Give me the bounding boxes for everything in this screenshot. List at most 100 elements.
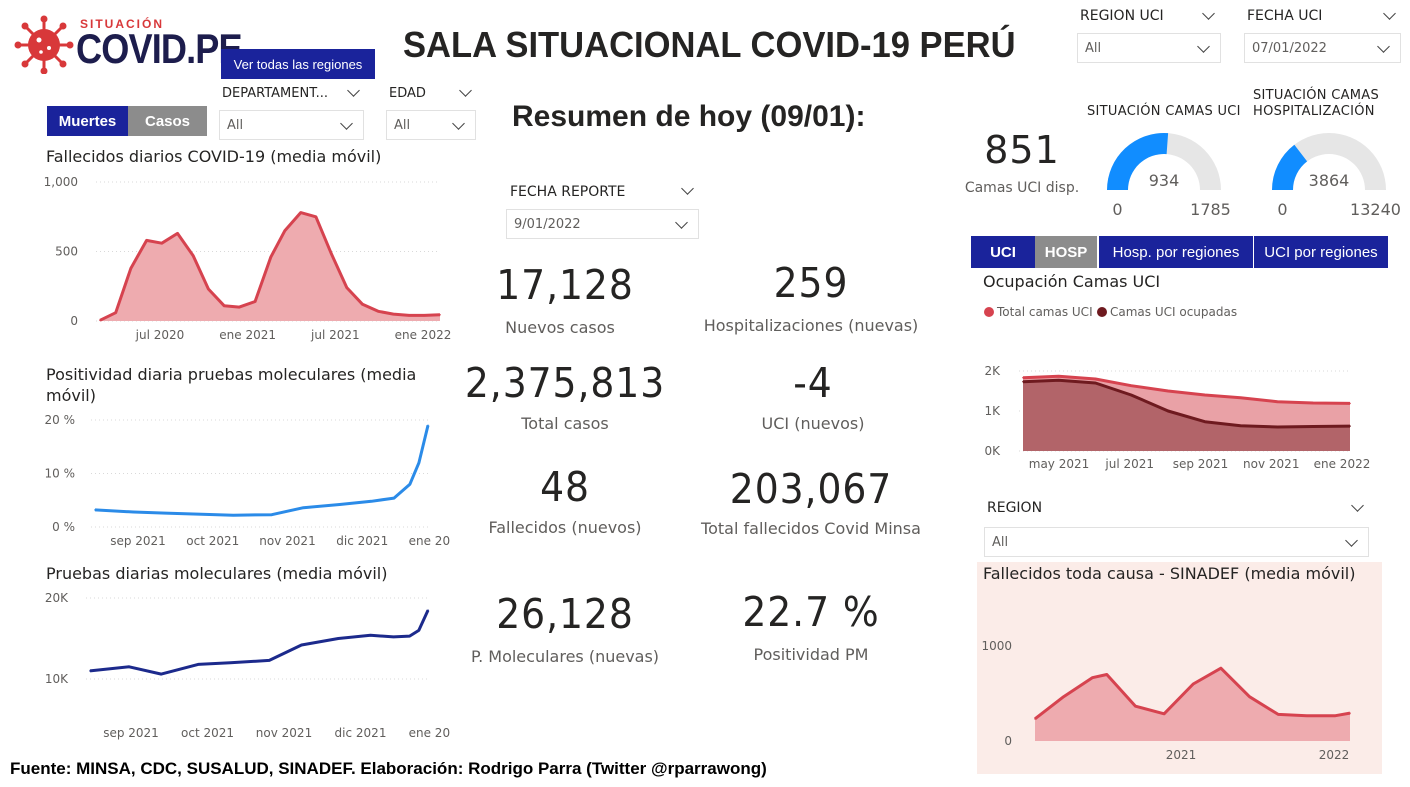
- data-point: [132, 511, 135, 513]
- x-tick-label: may 2021: [1029, 457, 1090, 471]
- chart-title-ocupacion: Ocupación Camas UCI: [983, 272, 1161, 291]
- edad-dropdown[interactable]: All: [386, 110, 476, 140]
- data-point: [223, 304, 225, 307]
- kpi-uci-value: -4: [793, 359, 833, 407]
- departamento-value: All: [227, 117, 244, 133]
- chevron-down-icon[interactable]: [1351, 499, 1364, 512]
- region-value: All: [992, 534, 1009, 550]
- gauge-uci-title: SITUACIÓN CAMAS UCI: [1087, 104, 1241, 119]
- data-point: [164, 512, 167, 514]
- logo-subtitle: SITUACIÓN: [80, 17, 164, 31]
- data-point: [1057, 375, 1060, 378]
- muertes-button[interactable]: Muertes: [47, 106, 128, 136]
- chevron-down-icon[interactable]: [1383, 7, 1396, 20]
- data-point: [1130, 384, 1133, 387]
- tab-uci-regiones[interactable]: UCI por regiones: [1254, 236, 1388, 268]
- x-tick-label: 2021: [1166, 748, 1197, 762]
- data-point: [1334, 714, 1337, 717]
- edad-label: EDAD: [389, 86, 426, 101]
- data-point: [370, 500, 373, 503]
- data-point: [1134, 705, 1137, 707]
- data-point: [427, 609, 429, 611]
- gauge-fill: [1107, 133, 1169, 190]
- x-tick-label: jul 2020: [135, 328, 185, 342]
- data-point: [160, 673, 163, 675]
- data-point: [1349, 712, 1351, 714]
- data-point: [232, 514, 234, 517]
- fallecidos-chart: 1,000 500 0 jul 2020 ene 2021 jul 2021 ene 202…: [44, 175, 452, 342]
- x-tick-label: sep 2021: [110, 534, 166, 548]
- gauge-hosp-title-2: HOSPITALIZACIÓN: [1253, 104, 1375, 119]
- chevron-down-icon: [340, 117, 353, 130]
- region-uci-label: REGION UCI: [1080, 8, 1164, 24]
- data-point: [409, 483, 411, 485]
- data-point: [269, 256, 272, 258]
- ocupacion-chart: 2K 1K 0K may 2021 jul 2021 sep 2021 nov 2021 en…: [984, 305, 1370, 471]
- gauge-uci: 934 0 1785: [1107, 133, 1231, 219]
- data-point: [439, 313, 441, 316]
- x-tick-label: nov 2021: [256, 726, 312, 740]
- camas-uci-disp-label: Camas UCI disp.: [964, 180, 1080, 196]
- tab-hosp[interactable]: HOSP: [1035, 236, 1097, 268]
- data-point: [393, 497, 395, 499]
- data-point: [268, 659, 271, 662]
- data-point: [1094, 378, 1097, 380]
- series-line-0: [89, 609, 430, 676]
- data-point: [300, 644, 303, 646]
- series-line-1: [1022, 378, 1351, 429]
- data-point: [207, 288, 210, 290]
- data-point: [299, 211, 302, 214]
- y-tick-label: 500: [55, 245, 78, 259]
- region-uci-dropdown[interactable]: All: [1077, 33, 1221, 63]
- data-point: [1167, 410, 1169, 412]
- fecha-reporte-dropdown[interactable]: 9/01/2022: [506, 209, 699, 239]
- chevron-down-icon[interactable]: [347, 84, 360, 97]
- departamento-dropdown[interactable]: All: [219, 110, 364, 140]
- chevron-down-icon[interactable]: [459, 84, 472, 97]
- data-point: [408, 314, 410, 317]
- data-point: [1022, 380, 1024, 383]
- departamento-label: DEPARTAMENT...: [222, 86, 328, 101]
- all-regions-button[interactable]: Ver todas las regiones: [221, 49, 375, 79]
- data-point: [408, 635, 411, 637]
- tab-hosp-regiones[interactable]: Hosp. por regiones: [1099, 236, 1253, 268]
- series-area-1: [1023, 380, 1350, 451]
- kpi-total-casos-label: Total casos: [521, 414, 609, 433]
- series-area-0: [1035, 668, 1350, 741]
- legend-marker: [1097, 307, 1107, 317]
- y-tick-label: 0: [70, 314, 78, 328]
- x-tick-label: sep 2021: [103, 726, 159, 740]
- virus-logo-icon: [14, 15, 74, 74]
- chevron-down-icon[interactable]: [1202, 7, 1215, 20]
- data-point: [1312, 402, 1314, 404]
- casos-button[interactable]: Casos: [128, 106, 207, 136]
- fecha-uci-dropdown[interactable]: 07/01/2022: [1244, 33, 1401, 63]
- chevron-down-icon: [1345, 534, 1358, 547]
- chart-title-sinadef: Fallecidos toda causa - SINADEF (media m…: [983, 564, 1356, 583]
- data-point: [89, 670, 91, 672]
- fecha-reporte-label: FECHA REPORTE: [510, 184, 626, 200]
- data-point: [1349, 425, 1351, 427]
- kpi-total-fallecidos-value: 203,067: [729, 465, 893, 513]
- y-tick-label: 10 %: [45, 467, 76, 481]
- region-dropdown[interactable]: All: [984, 527, 1369, 557]
- gauge-value: 3864: [1309, 171, 1350, 190]
- kpi-hospitalizaciones-label: Hospitalizaciones (nuevas): [703, 316, 919, 335]
- data-point: [427, 424, 429, 427]
- gauge-max: 1785: [1190, 200, 1231, 219]
- chevron-down-icon[interactable]: [681, 182, 694, 195]
- series-line-0: [1022, 374, 1351, 405]
- tab-uci[interactable]: UCI: [971, 236, 1035, 268]
- data-point: [99, 319, 101, 322]
- positividad-chart: 20 % 10 % 0 % sep 2021 oct 2021 nov 2021 dic 2…: [45, 413, 451, 548]
- kpi-nuevos-casos-value: 17,128: [496, 261, 634, 309]
- kpi-fallecidos-value: 48: [540, 463, 590, 511]
- logo-text: COVID.PE: [76, 25, 243, 72]
- data-point: [338, 503, 341, 506]
- chevron-down-icon: [1197, 40, 1210, 53]
- data-point: [1204, 420, 1206, 423]
- data-point: [1034, 718, 1036, 720]
- fecha-reporte-value: 9/01/2022: [514, 216, 581, 232]
- data-point: [1022, 376, 1024, 379]
- data-point: [94, 509, 96, 511]
